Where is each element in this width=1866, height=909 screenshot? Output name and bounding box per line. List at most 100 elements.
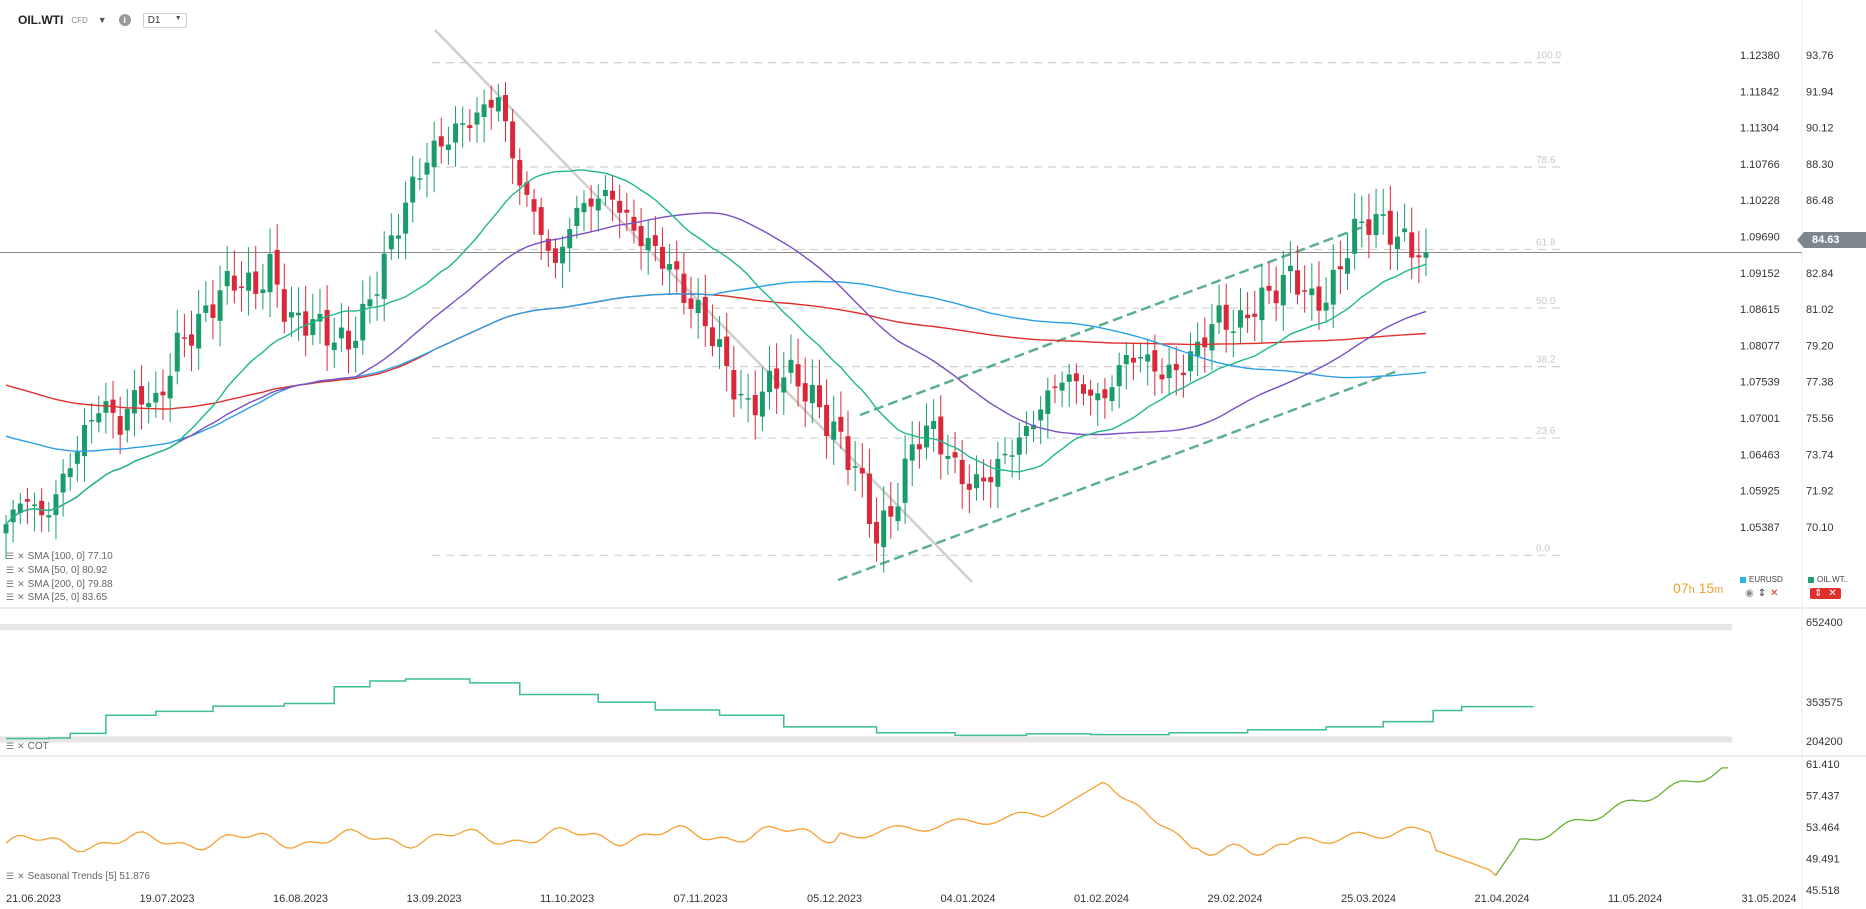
candle-body [1366, 219, 1372, 235]
candle-body [1330, 269, 1336, 305]
symbol-name[interactable]: OIL.WTI [18, 13, 64, 27]
menu-icon[interactable]: ☰ [6, 740, 15, 751]
eye-icon[interactable]: ◉ [1745, 588, 1754, 599]
close-icon[interactable]: ✕ [17, 870, 25, 881]
close-icon[interactable]: ✕ [17, 550, 25, 561]
info-icon[interactable]: i [118, 14, 131, 26]
x-tick-label: 13.09.2023 [407, 893, 462, 905]
color-swatch [1808, 576, 1814, 583]
candle-body [1059, 382, 1065, 391]
candle-body [1416, 255, 1422, 258]
y-tick-eurusd: 1.07539 [1740, 377, 1780, 389]
menu-icon[interactable]: ☰ [6, 564, 15, 575]
candle-body [374, 294, 380, 296]
x-tick-label: 19.07.2023 [140, 893, 195, 905]
candle-body [567, 229, 573, 249]
candle-body [1230, 331, 1236, 333]
sma-25-line [5, 169, 1427, 525]
close-icon[interactable]: ✕ [1770, 588, 1779, 599]
y-tick-eurusd: 1.11842 [1740, 86, 1779, 98]
candle-body [538, 207, 544, 235]
close-icon[interactable]: ✕ [1828, 588, 1837, 599]
legend-sma-100[interactable]: ☰ ✕ SMA [100, 0] 77.10 [6, 550, 113, 562]
chevron-down-icon[interactable]: ▼ [97, 15, 107, 25]
timeframe-select[interactable]: D1 ▼ [142, 12, 187, 28]
candle-body [1302, 290, 1308, 292]
candle-body [1009, 455, 1015, 457]
candle-body [802, 383, 808, 402]
candle-body [859, 468, 865, 474]
candle-body [510, 121, 516, 159]
close-icon[interactable]: ✕ [17, 591, 25, 602]
candle-body [560, 246, 566, 264]
candle-body [874, 521, 880, 544]
candle-body [1023, 426, 1029, 437]
reorder-icon[interactable]: ⇕ [1757, 588, 1767, 599]
x-tick-label: 11.10.2023 [540, 893, 594, 905]
candle-body [1080, 384, 1086, 394]
candle-body [938, 416, 944, 455]
chip-label: OIL.WT.. [1817, 575, 1849, 584]
candle-body [702, 296, 708, 327]
candle-body [502, 95, 508, 122]
candle-body [431, 140, 437, 168]
chip-oil[interactable]: OIL.WT.. [1808, 575, 1848, 584]
candle-body [1373, 214, 1379, 236]
cot-line [6, 678, 1534, 740]
candle-body [1259, 287, 1265, 321]
candle-body [67, 468, 73, 478]
y-tick-eurusd: 1.11304 [1740, 123, 1779, 135]
candle-body [1173, 363, 1179, 371]
candle-body [189, 334, 195, 346]
candle-body [495, 97, 501, 112]
candle-body [10, 509, 16, 523]
cot-y-tick: 652400 [1806, 617, 1843, 629]
x-tick-label: 21.04.2024 [1475, 893, 1530, 905]
candle-body [288, 312, 294, 318]
candle-body [331, 342, 337, 351]
menu-icon[interactable]: ☰ [6, 870, 15, 881]
menu-icon[interactable]: ☰ [6, 591, 15, 602]
y-tick-oil: 79.20 [1806, 340, 1834, 352]
y-tick-eurusd: 1.08615 [1740, 304, 1780, 316]
candle-body [838, 416, 844, 432]
candle-body [1209, 324, 1215, 351]
candle-body [995, 458, 1001, 487]
candle-body [738, 393, 744, 396]
legend-sma-50[interactable]: ☰ ✕ SMA [50, 0] 80.92 [6, 564, 107, 576]
close-icon[interactable]: ✕ [17, 740, 25, 751]
chip-eurusd[interactable]: EURUSD [1740, 575, 1783, 584]
reorder-icon[interactable]: ⇕ [1814, 588, 1823, 599]
candle-body [1188, 351, 1194, 372]
candle-body [695, 299, 701, 314]
candle-body [1166, 364, 1172, 379]
menu-icon[interactable]: ☰ [6, 550, 15, 561]
candle-body [488, 99, 494, 108]
y-tick-oil: 93.76 [1806, 50, 1834, 62]
y-tick-oil: 82.84 [1806, 268, 1834, 280]
candle-body [888, 506, 894, 517]
candle-body [959, 459, 965, 485]
candle-body [1323, 302, 1329, 311]
candle-body [1016, 437, 1022, 455]
legend-sma-200[interactable]: ☰ ✕ SMA [200, 0] 79.88 [6, 578, 113, 590]
seasonal-y-tick: 61.410 [1806, 759, 1840, 771]
candle-body [1252, 313, 1258, 317]
close-icon[interactable]: ✕ [17, 564, 25, 575]
legend-cot[interactable]: ☰ ✕ COT [6, 740, 49, 752]
menu-icon[interactable]: ☰ [6, 578, 15, 589]
legend-seasonal[interactable]: ☰ ✕ Seasonal Trends [5] 51.876 [6, 870, 150, 882]
candle-body [1359, 221, 1365, 223]
candle-body [360, 303, 366, 341]
candle-body [1295, 270, 1301, 295]
close-icon[interactable]: ✕ [17, 578, 25, 589]
legend-sma-25[interactable]: ☰ ✕ SMA [25, 0] 83.65 [6, 591, 107, 603]
candle-body [552, 248, 558, 263]
candle-body [238, 286, 244, 288]
candle-body [310, 319, 316, 336]
candle-body [174, 332, 180, 372]
series-actions[interactable]: ⇕ ✕ [1810, 588, 1841, 599]
candle-body [581, 203, 587, 213]
candle-body [866, 473, 872, 525]
